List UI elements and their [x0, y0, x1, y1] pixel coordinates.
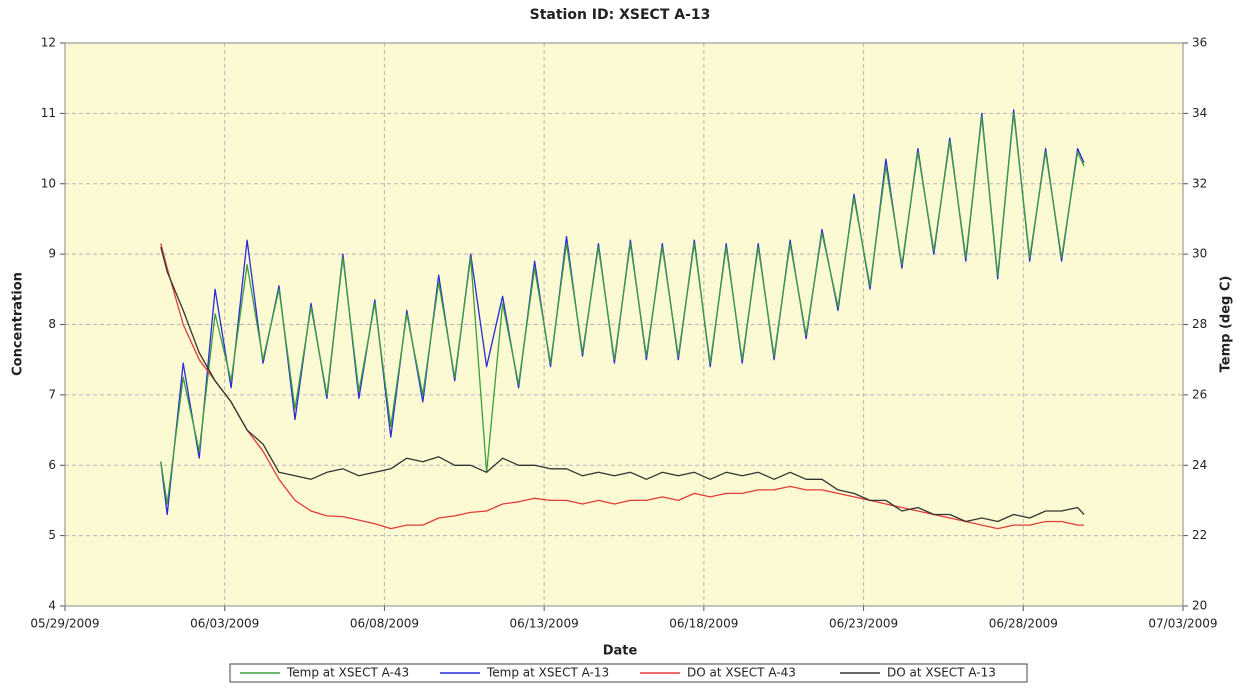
x-tick-label: 06/08/2009	[350, 617, 419, 631]
y-tick-label: 12	[41, 36, 56, 50]
y-tick-label: 7	[48, 387, 56, 401]
y-tick-label: 9	[48, 247, 56, 261]
y2-tick-label: 20	[1192, 599, 1207, 613]
y-tick-label: 5	[48, 528, 56, 542]
y2-tick-label: 28	[1192, 317, 1207, 331]
y2-tick-label: 32	[1192, 176, 1207, 190]
y2-tick-label: 34	[1192, 106, 1207, 120]
y2-tick-label: 24	[1192, 458, 1207, 472]
y2-tick-label: 22	[1192, 528, 1207, 542]
y-axis-label: Concentration	[11, 272, 26, 376]
x-tick-label: 07/03/2009	[1148, 617, 1217, 631]
x-tick-label: 06/13/2009	[510, 617, 579, 631]
x-axis-label: Date	[603, 644, 638, 659]
legend-label: Temp at XSECT A-13	[486, 666, 609, 680]
y-tick-label: 10	[41, 176, 56, 190]
legend-label: DO at XSECT A-43	[687, 666, 796, 680]
y-tick-label: 4	[48, 599, 56, 613]
x-tick-label: 05/29/2009	[30, 617, 99, 631]
x-tick-label: 06/18/2009	[669, 617, 738, 631]
x-tick-label: 06/23/2009	[829, 617, 898, 631]
y2-tick-label: 30	[1192, 247, 1207, 261]
y2-axis-label: Temp (deg C)	[1219, 276, 1234, 373]
y2-tick-label: 26	[1192, 387, 1207, 401]
y2-tick-label: 36	[1192, 36, 1207, 50]
y-tick-label: 8	[48, 317, 56, 331]
legend-label: DO at XSECT A-13	[887, 666, 996, 680]
series-line	[160, 112, 1085, 505]
x-tick-label: 06/28/2009	[989, 617, 1058, 631]
x-tick-label: 06/03/2009	[190, 617, 259, 631]
chart-title: Station ID: XSECT A-13	[530, 7, 711, 23]
y-tick-label: 6	[48, 458, 56, 472]
y-tick-label: 11	[41, 106, 56, 120]
series-line	[160, 246, 1085, 523]
legend-label: Temp at XSECT A-43	[286, 666, 409, 680]
plot-border	[64, 42, 1184, 607]
legend	[229, 663, 1028, 683]
